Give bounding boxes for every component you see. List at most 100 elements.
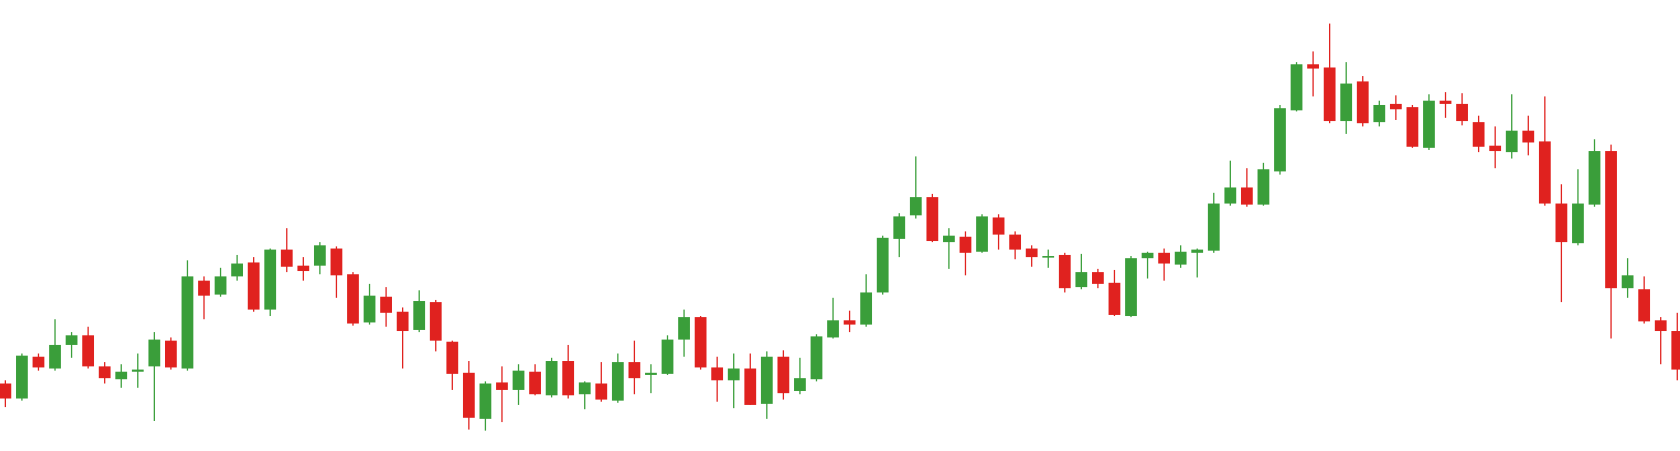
candle-body [876,237,889,293]
candle-body [529,371,541,395]
candle-body [1307,64,1319,69]
candle-body [678,317,690,340]
candle-body [512,370,525,390]
candle-body [131,369,144,372]
candle-body [1290,64,1303,111]
candle-body [1125,258,1137,317]
candle-body [578,382,591,395]
candle-body [1141,252,1154,259]
candle-body [628,362,641,379]
candle-body [1654,320,1667,332]
candle-body [330,248,343,276]
candle-body [280,249,293,267]
candle-body [1158,252,1170,264]
candle-body [744,368,757,405]
candle-body [1638,289,1651,322]
candle-body [1505,130,1518,153]
candle-body [1671,331,1680,370]
candle-body [976,216,988,252]
candle-body [98,366,111,379]
candle-body [148,339,161,367]
candle-body [82,335,95,367]
candle-body [1340,83,1353,122]
candle-body [1240,187,1253,205]
candle-body [1174,251,1187,265]
candle-body [860,292,873,325]
candle-body [1356,81,1369,124]
candle-body [1042,256,1055,258]
candle-body [1257,169,1270,205]
candle-body [827,320,839,338]
candle-body [16,355,28,399]
candle-body [65,335,78,345]
candle-body [992,217,1005,235]
candle-body [1274,108,1286,172]
candle-body [165,340,177,368]
candle-body [1522,130,1535,143]
candle-body [1456,103,1468,122]
candle-body [943,235,955,243]
candle-body [1572,203,1584,244]
candle-body [0,383,12,399]
candle-body [1323,67,1336,122]
candle-body [959,236,972,253]
candle-body [1207,203,1220,251]
candle-body [446,341,459,374]
candle-body [413,301,426,330]
candle-body [1555,203,1568,243]
candle-body [313,245,326,266]
candle-body [214,276,227,295]
candle-body [893,216,906,239]
candle-body [562,361,575,396]
candle-body [247,262,260,310]
candle-body [760,356,773,404]
candle-body [843,320,856,325]
candle-body [32,356,45,368]
candle-body [777,356,790,394]
candle-body [297,265,310,272]
candle-body [1224,187,1237,204]
candle-body [1439,100,1452,104]
candle-body [1092,272,1104,284]
candle-body [1058,254,1071,289]
candle-body [1423,100,1435,148]
candle-body [727,368,740,381]
candle-body [1389,103,1402,110]
candle-body [479,383,492,419]
candle-body [1538,141,1551,204]
candle-body [1025,248,1038,258]
candle-body [1489,145,1502,152]
candle-body [711,367,724,381]
candle-body [1009,234,1022,250]
candle-body [115,371,128,380]
candle-body [909,197,922,216]
candle-body [462,372,475,418]
candle-body [231,263,243,277]
candle-body [347,274,359,324]
candle-body [1605,151,1617,289]
candle-body [595,383,608,400]
candle-body [794,378,806,392]
candle-body [363,295,376,323]
candle-body [1075,272,1088,288]
candle-body [396,311,409,332]
candle-body [645,372,657,375]
candle-body [49,344,61,369]
candle-body [1373,104,1386,123]
candle-body [429,302,442,341]
candle-body [611,362,624,401]
candle-body [694,317,707,368]
candle-body [1108,282,1121,315]
candle-body [1472,122,1485,147]
candle-body [926,197,939,242]
candle-body [496,382,508,390]
candle-body [380,296,392,313]
candle-body [1621,275,1634,289]
candle-body [1406,107,1419,147]
candle-body [264,249,277,310]
candle-body [1191,249,1204,253]
candle-body [810,336,823,380]
candle-body [198,280,210,296]
